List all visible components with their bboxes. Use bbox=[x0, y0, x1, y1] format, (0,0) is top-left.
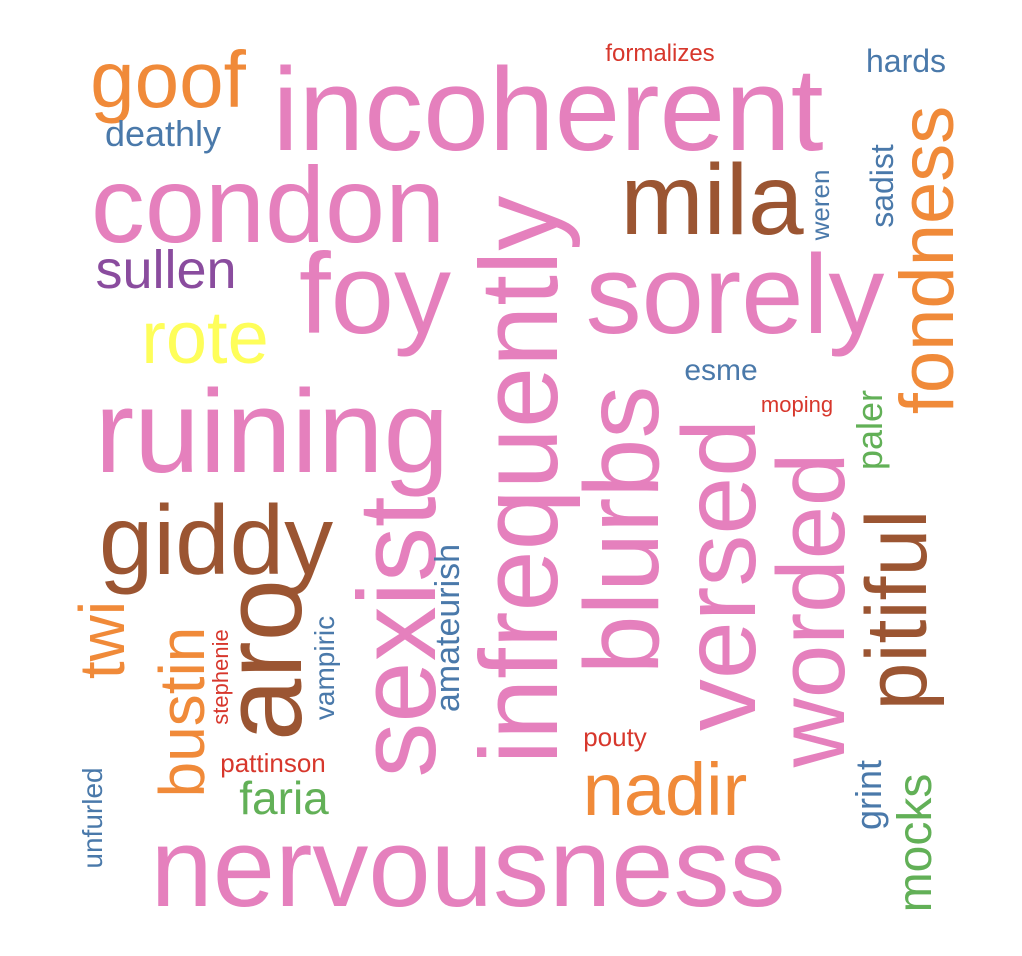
word-moping: moping bbox=[760, 392, 834, 417]
word-mila: mila bbox=[620, 144, 804, 256]
word-nervousness: nervousness bbox=[150, 805, 786, 930]
word-twi: twi bbox=[66, 600, 138, 680]
word-grint: grint bbox=[848, 759, 889, 831]
word-esme: esme bbox=[684, 354, 758, 387]
word-faria: faria bbox=[239, 772, 329, 824]
word-ruining: ruining bbox=[94, 366, 450, 498]
word-sullen: sullen bbox=[95, 240, 237, 300]
word-hards: hards bbox=[865, 43, 947, 79]
word-formalizes: formalizes bbox=[605, 40, 715, 67]
word-amateurish: amateurish bbox=[429, 543, 467, 713]
word-stephenie: stephenie bbox=[208, 629, 233, 725]
word-sadist: sadist bbox=[864, 144, 900, 228]
word-vampiric: vampiric bbox=[309, 615, 340, 721]
word-pattinson: pattinson bbox=[220, 748, 326, 778]
word-deathly: deathly bbox=[104, 113, 222, 154]
word-blurbs: blurbs bbox=[563, 385, 681, 675]
word-versed: versed bbox=[662, 418, 778, 732]
word-pouty: pouty bbox=[583, 722, 647, 752]
word-giddy: giddy bbox=[98, 485, 334, 595]
word-bustin: bustin bbox=[146, 626, 218, 798]
word-weren: weren bbox=[805, 169, 835, 241]
word-unfurled: unfurled bbox=[77, 767, 108, 869]
word-sorely: sorely bbox=[585, 232, 885, 357]
word-pitiful: pitiful bbox=[849, 509, 945, 711]
word-foy: foy bbox=[298, 231, 452, 358]
word-nadir: nadir bbox=[582, 748, 748, 831]
word-infrequently: infrequently bbox=[458, 195, 581, 765]
word-mocks: mocks bbox=[889, 773, 942, 913]
word-worded: worded bbox=[758, 452, 865, 768]
word-goof: goof bbox=[90, 35, 246, 124]
word-incoherent: incoherent bbox=[272, 44, 824, 176]
word-condon: condon bbox=[90, 144, 446, 265]
word-paler: paler bbox=[849, 389, 890, 471]
word-rote: rote bbox=[141, 296, 269, 379]
word-fondness: fondness bbox=[885, 105, 970, 415]
